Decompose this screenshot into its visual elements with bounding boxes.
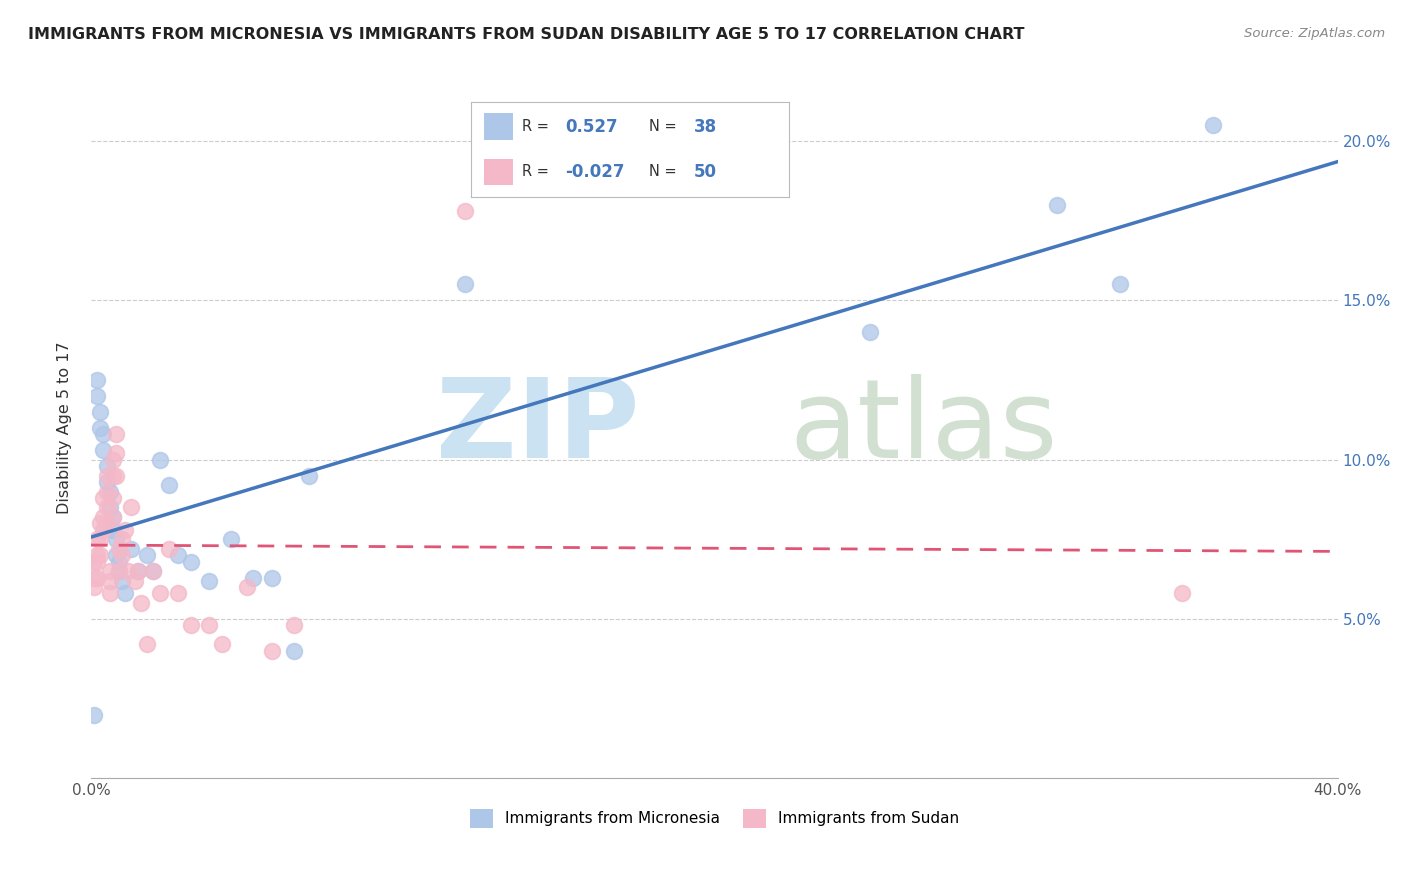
Point [98, 574, 121, 588]
Point [89, 548, 111, 562]
Point [86, 533, 108, 547]
Point [98, 500, 121, 515]
Point [124, 574, 146, 588]
Point [89, 516, 111, 531]
Point [127, 564, 149, 578]
Point [93, 510, 115, 524]
Point [1171, 586, 1194, 600]
Point [180, 555, 202, 569]
Point [101, 510, 124, 524]
Point [180, 618, 202, 632]
Text: atlas: atlas [789, 375, 1057, 482]
Point [142, 564, 165, 578]
Point [93, 427, 115, 442]
Point [98, 586, 121, 600]
Point [114, 586, 136, 600]
Point [101, 510, 124, 524]
Point [111, 548, 134, 562]
Point [89, 533, 111, 547]
Point [104, 446, 127, 460]
Point [127, 564, 149, 578]
Point [83, 580, 105, 594]
Point [104, 548, 127, 562]
Point [108, 564, 131, 578]
Point [83, 707, 105, 722]
Legend: Immigrants from Micronesia, Immigrants from Sudan: Immigrants from Micronesia, Immigrants f… [464, 803, 965, 834]
Point [298, 468, 321, 483]
Point [101, 468, 124, 483]
Point [219, 533, 242, 547]
Point [148, 452, 170, 467]
Point [260, 644, 283, 658]
Point [142, 564, 165, 578]
Point [104, 427, 127, 442]
Point [136, 548, 159, 562]
Point [157, 541, 180, 556]
Point [83, 555, 105, 569]
Point [96, 458, 118, 473]
Point [96, 475, 118, 489]
Y-axis label: Disability Age 5 to 17: Disability Age 5 to 17 [58, 342, 72, 514]
Point [101, 452, 124, 467]
Point [1046, 198, 1069, 212]
Point [114, 523, 136, 537]
Point [108, 564, 131, 578]
Point [89, 405, 111, 419]
Point [86, 555, 108, 569]
Point [1202, 118, 1225, 132]
Point [111, 533, 134, 547]
Point [198, 618, 221, 632]
Point [117, 564, 139, 578]
Point [454, 204, 477, 219]
Point [86, 548, 108, 562]
Point [111, 574, 134, 588]
Point [120, 500, 142, 515]
Point [129, 596, 152, 610]
Point [96, 468, 118, 483]
Point [108, 555, 131, 569]
Point [108, 541, 131, 556]
Point [454, 277, 477, 292]
Point [89, 421, 111, 435]
Text: IMMIGRANTS FROM MICRONESIA VS IMMIGRANTS FROM SUDAN DISABILITY AGE 5 TO 17 CORRE: IMMIGRANTS FROM MICRONESIA VS IMMIGRANTS… [28, 27, 1025, 42]
Point [104, 533, 127, 547]
Point [93, 443, 115, 458]
Point [260, 570, 283, 584]
Point [93, 491, 115, 505]
Point [96, 484, 118, 499]
Text: Source: ZipAtlas.com: Source: ZipAtlas.com [1244, 27, 1385, 40]
Point [148, 586, 170, 600]
Point [86, 389, 108, 403]
Point [86, 570, 108, 584]
Point [198, 574, 221, 588]
Point [1108, 277, 1130, 292]
Text: ZIP: ZIP [436, 375, 640, 482]
Point [167, 548, 190, 562]
Point [136, 637, 159, 651]
Point [120, 541, 142, 556]
Point [96, 516, 118, 531]
Point [98, 484, 121, 499]
Point [104, 468, 127, 483]
Point [157, 478, 180, 492]
Point [236, 580, 259, 594]
Point [283, 644, 305, 658]
Point [167, 586, 190, 600]
Point [211, 637, 233, 651]
Point [242, 570, 264, 584]
Point [283, 618, 305, 632]
Point [101, 523, 124, 537]
Point [86, 373, 108, 387]
Point [101, 491, 124, 505]
Point [83, 570, 105, 584]
Point [98, 564, 121, 578]
Point [96, 500, 118, 515]
Point [859, 326, 882, 340]
Point [93, 523, 115, 537]
